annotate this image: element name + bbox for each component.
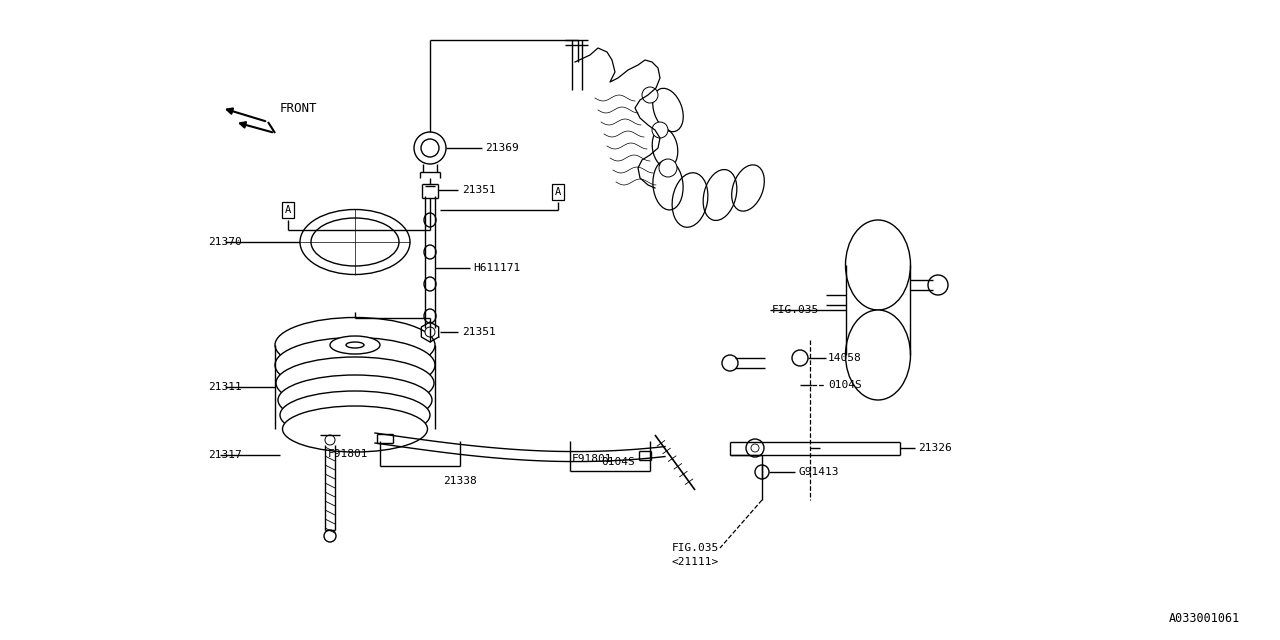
Circle shape bbox=[755, 465, 769, 479]
Ellipse shape bbox=[424, 309, 436, 323]
Ellipse shape bbox=[280, 391, 430, 439]
Text: FIG.035: FIG.035 bbox=[672, 543, 718, 553]
Text: 21370: 21370 bbox=[209, 237, 242, 247]
Circle shape bbox=[413, 132, 445, 164]
Text: H611171: H611171 bbox=[474, 263, 520, 273]
Circle shape bbox=[659, 159, 677, 177]
Text: FIG.035: FIG.035 bbox=[772, 305, 819, 315]
Text: A033001061: A033001061 bbox=[1169, 611, 1240, 625]
Text: 21311: 21311 bbox=[209, 382, 242, 392]
Ellipse shape bbox=[276, 357, 434, 409]
Ellipse shape bbox=[424, 277, 436, 291]
Text: 21338: 21338 bbox=[443, 476, 477, 486]
Text: 21317: 21317 bbox=[209, 450, 242, 460]
Ellipse shape bbox=[275, 337, 435, 392]
Ellipse shape bbox=[330, 336, 380, 354]
Text: F91801: F91801 bbox=[572, 454, 613, 464]
Text: A: A bbox=[285, 205, 291, 215]
Text: FRONT: FRONT bbox=[280, 102, 317, 115]
Ellipse shape bbox=[283, 406, 428, 452]
Ellipse shape bbox=[846, 310, 910, 400]
Text: F91801: F91801 bbox=[328, 449, 369, 459]
Circle shape bbox=[324, 530, 337, 542]
Ellipse shape bbox=[311, 218, 399, 266]
Text: G91413: G91413 bbox=[797, 467, 838, 477]
Circle shape bbox=[928, 275, 948, 295]
Ellipse shape bbox=[424, 245, 436, 259]
Text: 21369: 21369 bbox=[485, 143, 518, 153]
Ellipse shape bbox=[846, 220, 910, 310]
Circle shape bbox=[643, 87, 658, 103]
Text: 14058: 14058 bbox=[828, 353, 861, 363]
Ellipse shape bbox=[278, 375, 433, 425]
Text: 21326: 21326 bbox=[918, 443, 952, 453]
Text: 0104S: 0104S bbox=[828, 380, 861, 390]
Text: 21351: 21351 bbox=[462, 185, 495, 195]
Ellipse shape bbox=[346, 342, 364, 348]
Circle shape bbox=[746, 439, 764, 457]
Text: <21111>: <21111> bbox=[672, 557, 718, 567]
Ellipse shape bbox=[424, 213, 436, 227]
Text: 0104S: 0104S bbox=[602, 457, 635, 467]
Ellipse shape bbox=[275, 317, 435, 372]
Circle shape bbox=[751, 444, 759, 452]
Circle shape bbox=[425, 327, 435, 337]
Circle shape bbox=[421, 139, 439, 157]
Circle shape bbox=[325, 435, 335, 445]
Text: A: A bbox=[554, 187, 561, 197]
Ellipse shape bbox=[300, 209, 410, 275]
Circle shape bbox=[722, 355, 739, 371]
Text: 21351: 21351 bbox=[462, 327, 495, 337]
Circle shape bbox=[652, 122, 668, 138]
